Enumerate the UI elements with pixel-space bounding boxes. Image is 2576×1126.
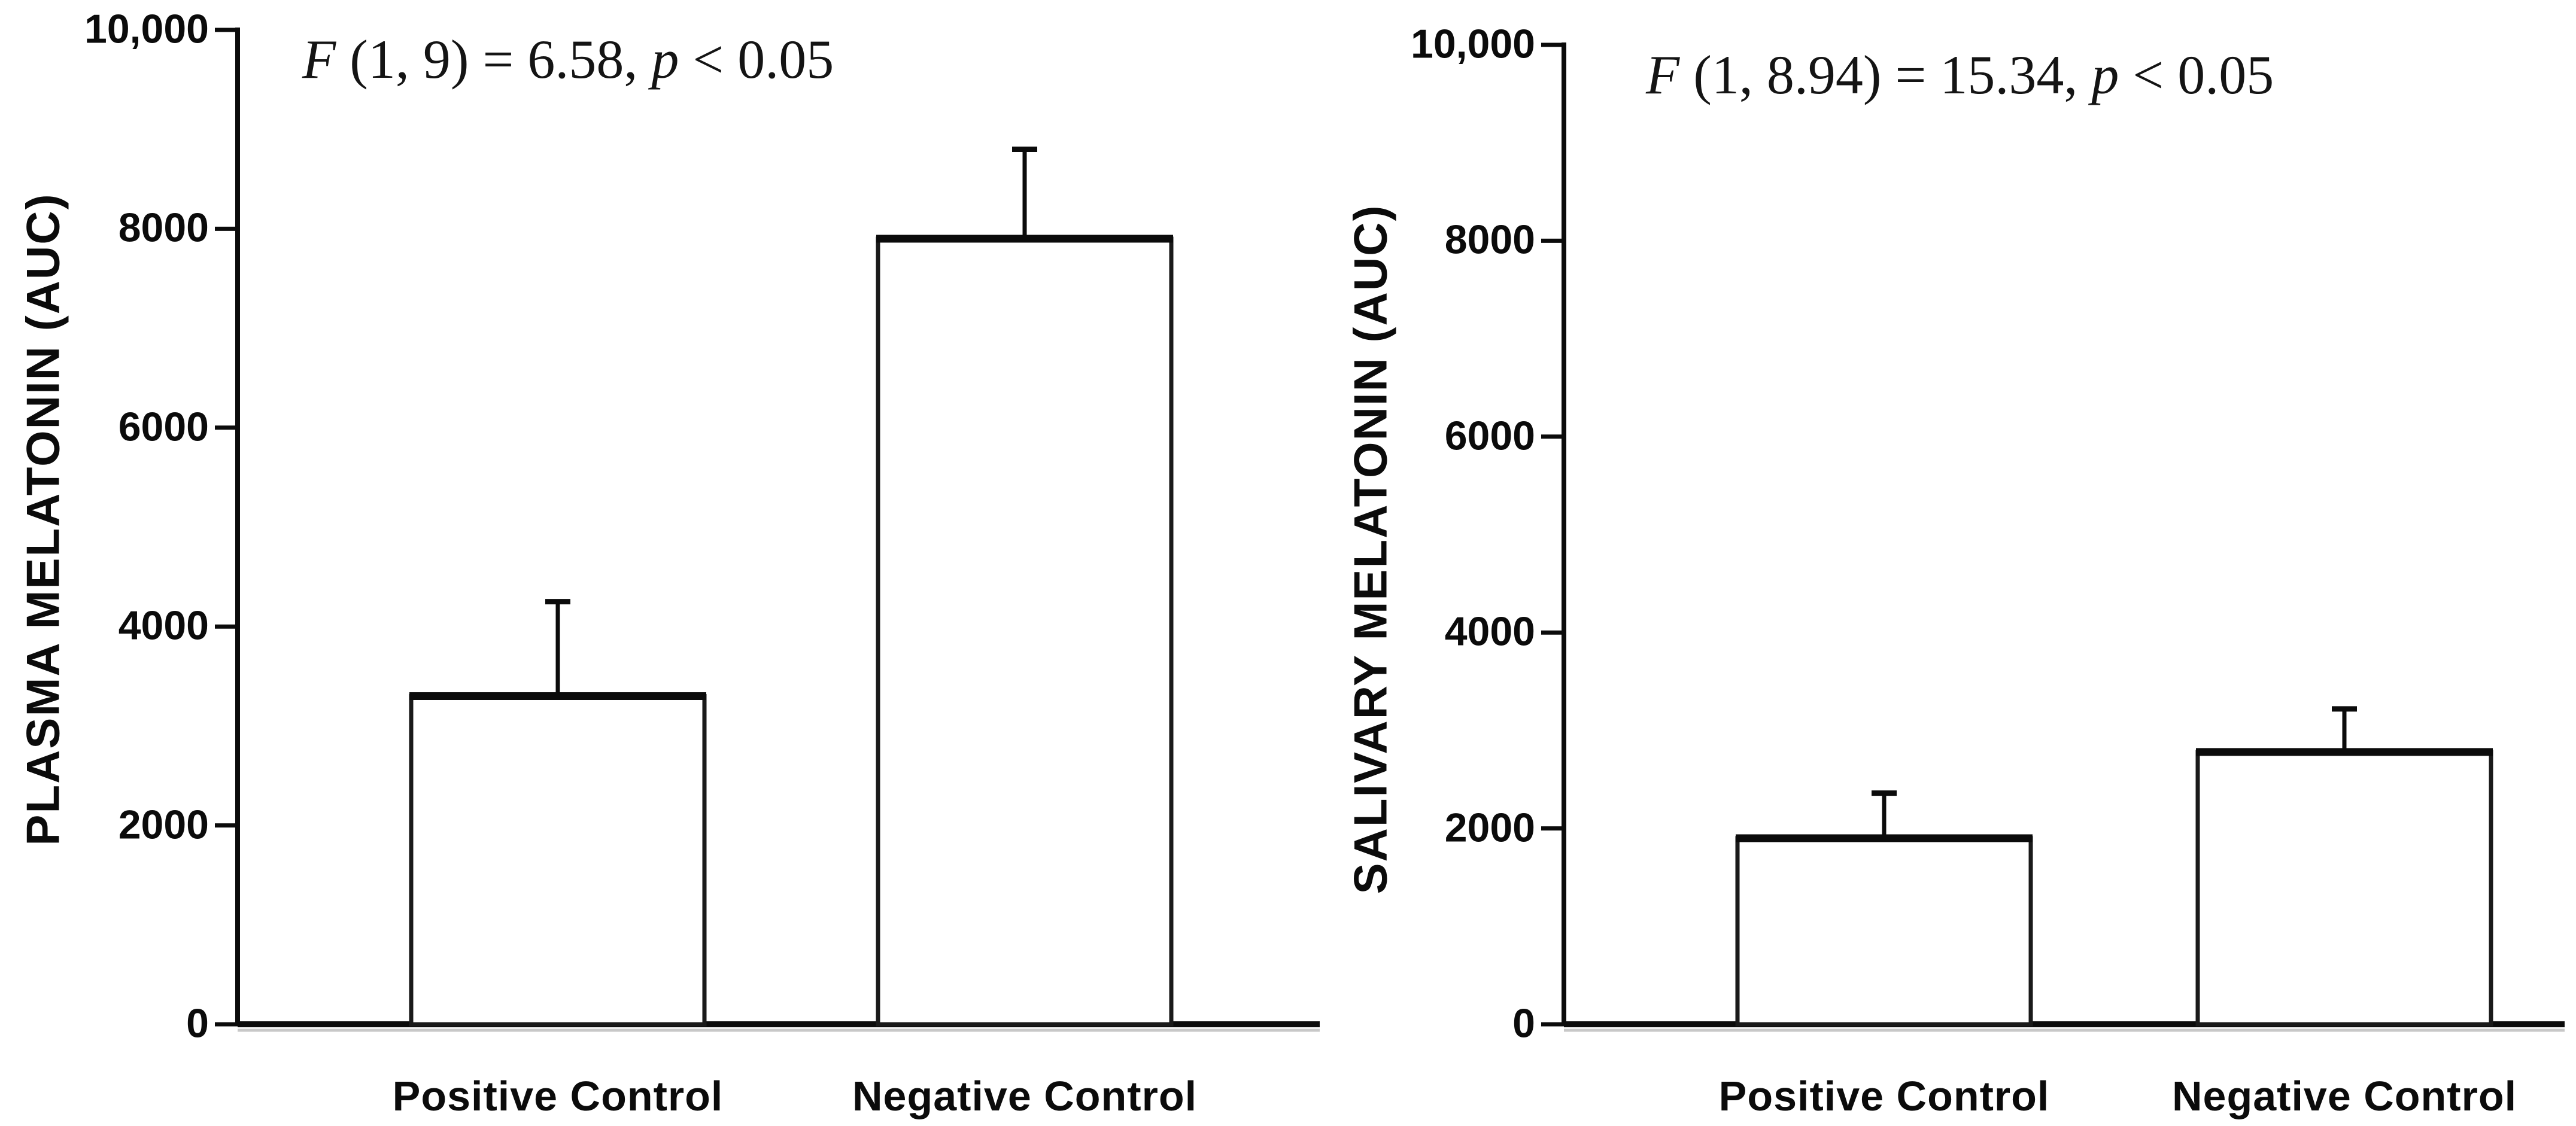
y-tick-label: 10,000	[84, 6, 209, 52]
salivary-panel	[1541, 42, 2565, 1032]
y-tick-label: 8000	[1444, 217, 1535, 263]
f-statistic-symbol: F	[1646, 44, 1680, 105]
y-tick-label: 4000	[118, 602, 209, 649]
right-stats-annotation: F (1, 8.94) = 15.34, p < 0.05	[1646, 43, 2274, 106]
left-y-axis-title: PLASMA MELATONIN (AUC)	[16, 193, 69, 846]
f-statistic-value: (1, 8.94) = 15.34,	[1679, 44, 2092, 105]
category-label-positive-control: Positive Control	[392, 1073, 724, 1119]
f-statistic-symbol: F	[302, 29, 336, 90]
p-value-threshold: < 0.05	[2119, 44, 2274, 105]
left-stats-annotation: F (1, 9) = 6.58, p < 0.05	[302, 28, 834, 91]
y-tick-label: 0	[186, 1000, 209, 1046]
p-value-symbol: p	[651, 29, 679, 90]
y-tick-label: 0	[1512, 1000, 1535, 1046]
p-value-symbol: p	[2091, 44, 2119, 105]
y-tick-label: 2000	[1444, 805, 1535, 851]
right-y-axis-title: SALIVARY MELATONIN (AUC)	[1344, 204, 1397, 894]
category-label-positive-control: Positive Control	[1718, 1073, 2050, 1119]
y-tick-label: 4000	[1444, 608, 1535, 655]
p-value-threshold: < 0.05	[679, 29, 834, 90]
y-tick-label: 2000	[118, 802, 209, 848]
bar-negative-control	[876, 236, 1174, 1027]
plasma-panel	[215, 28, 1320, 1032]
y-tick-label: 6000	[118, 404, 209, 450]
y-tick-label: 10,000	[1411, 21, 1535, 67]
bar-negative-control	[2195, 750, 2493, 1027]
category-label-negative-control: Negative Control	[2171, 1073, 2517, 1119]
y-tick-label: 6000	[1444, 413, 1535, 459]
category-label-negative-control: Negative Control	[852, 1073, 1198, 1119]
f-statistic-value: (1, 9) = 6.58,	[336, 29, 652, 90]
y-tick-label: 8000	[118, 205, 209, 251]
bar-positive-control	[409, 694, 707, 1027]
bar-positive-control	[1735, 836, 2033, 1027]
